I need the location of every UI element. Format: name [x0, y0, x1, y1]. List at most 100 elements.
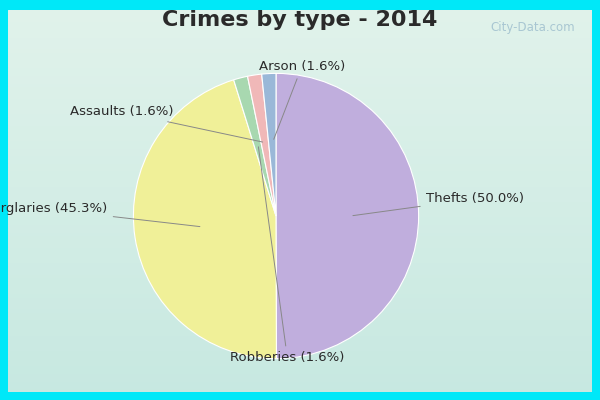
Bar: [8, 323, 592, 327]
Bar: [8, 140, 592, 144]
Bar: [8, 75, 592, 79]
Bar: [8, 186, 592, 190]
Bar: [8, 308, 592, 312]
Bar: [8, 331, 592, 335]
Bar: [8, 300, 592, 304]
Bar: [8, 293, 592, 296]
Text: Assaults (1.6%): Assaults (1.6%): [70, 105, 263, 142]
Text: Arson (1.6%): Arson (1.6%): [259, 60, 345, 139]
Bar: [8, 125, 592, 128]
Bar: [8, 258, 592, 262]
Bar: [8, 106, 592, 109]
Bar: [8, 377, 592, 380]
Bar: [8, 40, 592, 44]
Wedge shape: [262, 73, 276, 216]
Bar: [8, 365, 592, 369]
Bar: [8, 117, 592, 121]
Bar: [8, 369, 592, 373]
Bar: [8, 67, 592, 71]
Bar: [8, 243, 592, 247]
Bar: [8, 216, 592, 220]
Bar: [8, 373, 592, 377]
Bar: [8, 201, 592, 205]
Bar: [8, 148, 592, 151]
Bar: [8, 285, 592, 289]
Bar: [8, 86, 592, 90]
Bar: [8, 327, 592, 331]
Bar: [8, 380, 592, 384]
Text: Burglaries (45.3%): Burglaries (45.3%): [0, 202, 200, 226]
Bar: [8, 22, 592, 25]
Bar: [8, 102, 592, 106]
Bar: [8, 304, 592, 308]
Bar: [8, 132, 592, 136]
Bar: [8, 358, 592, 362]
Bar: [8, 247, 592, 251]
Bar: [8, 320, 592, 323]
Bar: [8, 278, 592, 281]
Bar: [8, 335, 592, 338]
Bar: [8, 128, 592, 132]
Bar: [8, 94, 592, 98]
Bar: [8, 342, 592, 346]
Bar: [8, 79, 592, 82]
Bar: [8, 228, 592, 232]
Bar: [8, 212, 592, 216]
Text: Thefts (50.0%): Thefts (50.0%): [353, 192, 524, 216]
Bar: [8, 98, 592, 102]
Bar: [8, 113, 592, 117]
Bar: [8, 209, 592, 212]
Bar: [8, 232, 592, 235]
Bar: [8, 289, 592, 293]
Bar: [8, 350, 592, 354]
Bar: [8, 82, 592, 86]
Wedge shape: [276, 73, 419, 359]
Bar: [8, 266, 592, 270]
Bar: [8, 388, 592, 392]
Bar: [8, 197, 592, 201]
Bar: [8, 136, 592, 140]
Bar: [8, 33, 592, 37]
Bar: [8, 239, 592, 243]
Bar: [8, 10, 592, 14]
Wedge shape: [133, 80, 277, 359]
Bar: [8, 18, 592, 22]
Wedge shape: [248, 74, 276, 216]
Bar: [8, 151, 592, 155]
Bar: [8, 262, 592, 266]
Bar: [8, 190, 592, 193]
Bar: [8, 121, 592, 125]
Bar: [8, 25, 592, 29]
Bar: [8, 224, 592, 228]
Text: Robberies (1.6%): Robberies (1.6%): [230, 147, 344, 364]
Bar: [8, 170, 592, 174]
Bar: [8, 338, 592, 342]
Bar: [8, 44, 592, 48]
Bar: [8, 205, 592, 209]
Bar: [8, 281, 592, 285]
Bar: [8, 60, 592, 64]
Bar: [8, 71, 592, 75]
Bar: [8, 90, 592, 94]
Bar: [8, 251, 592, 254]
Bar: [8, 182, 592, 186]
Wedge shape: [233, 76, 276, 216]
Bar: [8, 384, 592, 388]
Bar: [8, 64, 592, 67]
Bar: [8, 167, 592, 170]
Bar: [8, 144, 592, 148]
Bar: [8, 193, 592, 197]
Bar: [8, 270, 592, 274]
Text: Crimes by type - 2014: Crimes by type - 2014: [163, 10, 437, 30]
Bar: [8, 178, 592, 182]
Bar: [8, 48, 592, 52]
Bar: [8, 346, 592, 350]
Bar: [8, 29, 592, 33]
Text: City-Data.com: City-Data.com: [490, 22, 575, 34]
Bar: [8, 254, 592, 258]
Bar: [8, 274, 592, 278]
Bar: [8, 159, 592, 163]
Bar: [8, 109, 592, 113]
Bar: [8, 354, 592, 358]
Bar: [8, 174, 592, 178]
